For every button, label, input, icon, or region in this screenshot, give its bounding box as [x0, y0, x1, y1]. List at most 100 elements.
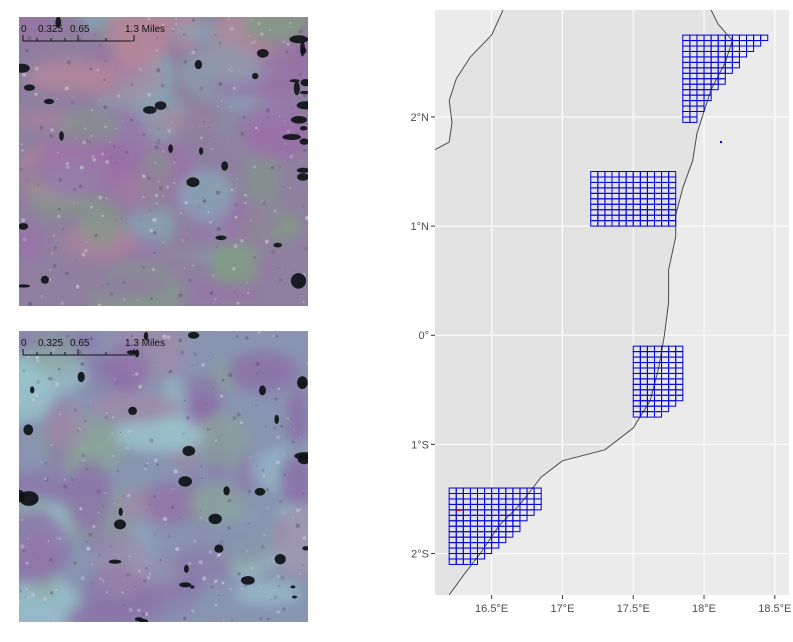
terrain-patch	[26, 331, 80, 376]
terrain-patch	[244, 17, 308, 43]
terrain-speck	[78, 37, 82, 41]
terrain-speck	[292, 591, 294, 593]
terrain-speck	[265, 108, 271, 113]
terrain-speck	[182, 432, 185, 435]
western-coastline	[434, 9, 504, 151]
terrain-speck	[251, 227, 253, 230]
terrain-speck	[60, 301, 64, 305]
terrain-speck	[223, 543, 225, 545]
terrain-speck	[52, 264, 57, 268]
terrain-speck	[65, 162, 69, 166]
terrain-speck	[22, 548, 27, 553]
terrain-speck	[183, 267, 186, 270]
terrain-speck	[156, 36, 159, 39]
terrain-speck	[81, 252, 86, 257]
terrain-speck	[33, 340, 37, 343]
terrain-speck	[154, 193, 159, 198]
terrain-speck	[36, 379, 40, 384]
water-body	[221, 161, 229, 171]
terrain-speck	[167, 534, 171, 538]
terrain-speck	[21, 518, 24, 521]
terrain-speck	[276, 574, 280, 578]
terrain-speck	[27, 301, 33, 306]
terrain-speck	[298, 29, 303, 34]
terrain-patch	[183, 371, 221, 409]
terrain-speck	[21, 218, 26, 223]
terrain-speck	[232, 416, 237, 421]
water-body	[289, 79, 300, 83]
terrain-speck	[53, 246, 58, 250]
terrain-speck	[141, 266, 146, 270]
water-body	[128, 406, 137, 416]
terrain-speck	[273, 426, 277, 430]
terrain-speck	[162, 23, 165, 26]
grid-block-upper-middle	[590, 171, 677, 227]
terrain-speck	[302, 536, 307, 540]
terrain-speck	[245, 281, 248, 284]
terrain-speck	[19, 400, 21, 404]
terrain-speck	[216, 226, 221, 231]
terrain-speck	[229, 587, 232, 591]
terrain-speck	[286, 434, 289, 437]
terrain-speck	[90, 581, 93, 584]
terrain-speck	[126, 573, 130, 577]
terrain-speck	[215, 190, 221, 195]
y-tick-label: 1°N	[411, 221, 430, 233]
water-body	[118, 507, 123, 516]
terrain-speck	[193, 539, 197, 543]
water-body	[290, 273, 307, 289]
terrain-speck	[113, 378, 116, 380]
terrain-speck	[99, 43, 102, 47]
terrain-speck	[123, 512, 125, 514]
terrain-speck	[88, 141, 92, 144]
scale-label-0325: 0.325	[38, 24, 64, 35]
terrain-speck	[208, 126, 210, 128]
terrain-speck	[269, 29, 272, 32]
terrain-speck	[219, 542, 222, 545]
terrain-speck	[84, 249, 88, 253]
water-body	[182, 445, 196, 457]
terrain-speck	[25, 587, 28, 591]
terrain-speck	[214, 439, 218, 442]
terrain-speck	[283, 453, 286, 456]
terrain-speck	[121, 591, 124, 594]
terrain-speck	[275, 335, 279, 338]
terrain-speck	[290, 418, 293, 420]
y-tick-label: 2°N	[411, 112, 430, 124]
terrain-patch	[90, 391, 182, 423]
terrain-speck	[39, 125, 44, 131]
terrain-speck	[298, 573, 301, 575]
terrain-speck	[244, 235, 247, 237]
scale-label-065: 0.65	[70, 24, 90, 35]
terrain-speck	[282, 511, 285, 514]
terrain-speck	[85, 305, 88, 306]
water-body	[190, 585, 195, 589]
terrain-speck	[76, 137, 78, 139]
terrain-speck	[27, 596, 31, 600]
terrain-speck	[202, 196, 205, 199]
terrain-speck	[218, 552, 221, 556]
terrain-speck	[284, 143, 287, 145]
terrain-speck	[25, 48, 29, 53]
terrain-speck	[134, 585, 136, 587]
terrain-speck	[217, 105, 219, 108]
terrain-speck	[89, 67, 93, 71]
terrain-speck	[73, 187, 77, 191]
terrain-speck	[199, 86, 204, 91]
terrain-speck	[27, 36, 32, 41]
terrain-speck	[246, 550, 249, 553]
terrain-speck	[296, 132, 299, 135]
terrain-speck	[230, 68, 233, 71]
satellite-image-bottom-raster	[19, 331, 308, 622]
terrain-speck	[223, 138, 225, 141]
terrain-speck	[256, 465, 258, 467]
terrain-speck	[154, 145, 159, 150]
scale-bar-top-ruler	[22, 35, 135, 42]
terrain-speck	[104, 59, 107, 63]
terrain-speck	[249, 219, 252, 222]
terrain-speck	[236, 178, 239, 180]
terrain-speck	[149, 209, 152, 212]
terrain-speck	[22, 237, 27, 242]
terrain-speck	[101, 579, 105, 583]
water-body	[23, 424, 34, 436]
